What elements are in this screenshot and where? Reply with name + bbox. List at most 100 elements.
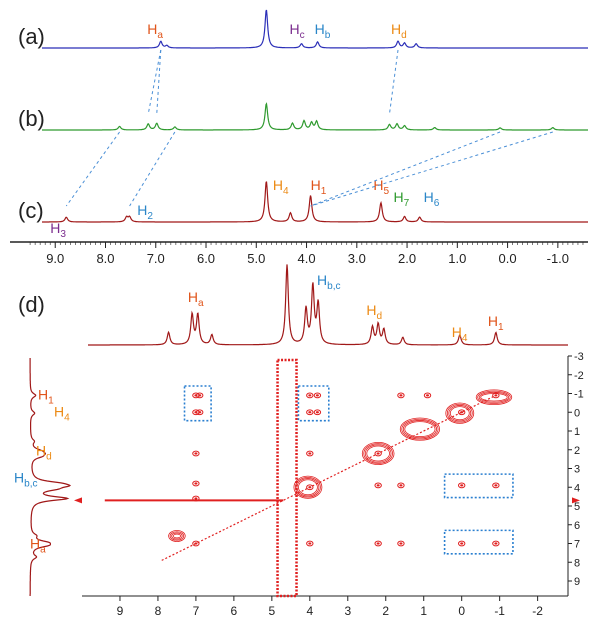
f2-tick-label: 9 bbox=[117, 604, 124, 618]
highlight-box bbox=[443, 473, 514, 499]
f1-tick-label: 3 bbox=[574, 464, 580, 476]
correlation-line bbox=[156, 49, 162, 115]
cross-peak-core bbox=[308, 411, 312, 414]
diagonal-contour bbox=[296, 478, 320, 497]
diagonal-contour bbox=[401, 418, 439, 440]
cross-peak bbox=[196, 409, 204, 416]
cross-peak bbox=[192, 480, 200, 487]
cross-peak bbox=[192, 495, 200, 502]
axis-tick-label: 8.0 bbox=[96, 251, 114, 266]
peak-label: H4 bbox=[273, 177, 289, 197]
projection-trace bbox=[88, 264, 568, 346]
cross-peak-core bbox=[376, 452, 380, 455]
f2-tick-label: 8 bbox=[155, 604, 162, 618]
cross-peak bbox=[374, 540, 382, 547]
cross-peak-core bbox=[198, 394, 202, 397]
diagonal-contour bbox=[475, 389, 513, 405]
spectrum-trace-2: (c)H3H2H4H1H5H7H6 bbox=[18, 177, 588, 240]
cross-peak-core bbox=[308, 486, 312, 489]
cross-peak bbox=[196, 392, 204, 399]
cross-peak bbox=[374, 482, 382, 489]
diagonal-contour bbox=[448, 405, 472, 422]
cross-peak bbox=[397, 482, 405, 489]
f1-tick-label: 5 bbox=[574, 501, 580, 513]
stacked-1h-nmr-spectra: (a)HaHcHbHd(b)(c)H3H2H4H1H5H7H69.08.07.0… bbox=[10, 9, 588, 266]
projection-label: Hd bbox=[366, 302, 382, 322]
axis-tick-label: 4.0 bbox=[298, 251, 316, 266]
cross-peak bbox=[306, 409, 314, 416]
cross-peak-core bbox=[308, 452, 312, 455]
cross-peak bbox=[423, 392, 432, 399]
diagonal-contour bbox=[478, 391, 510, 403]
correlation-line bbox=[310, 131, 501, 207]
trace-label: (b) bbox=[18, 106, 45, 131]
water-marker-left bbox=[74, 497, 82, 504]
cross-peak bbox=[306, 392, 314, 399]
diagonal-contour bbox=[449, 406, 470, 421]
peak-label: H2 bbox=[137, 202, 153, 222]
f1-tick-label: 9 bbox=[574, 576, 580, 588]
peak-label: Ha bbox=[147, 21, 163, 41]
peak-label: Hd bbox=[391, 21, 407, 41]
left-projection-trace bbox=[29, 358, 72, 596]
cross-peak-core bbox=[399, 394, 403, 397]
cross-peak bbox=[313, 392, 322, 399]
spectrum-trace-1: (b) bbox=[18, 102, 588, 131]
diagonal-contour bbox=[364, 444, 392, 463]
diagonal-contour bbox=[477, 390, 511, 404]
projection-label: Hb,c bbox=[317, 272, 341, 292]
cross-peak bbox=[397, 392, 405, 399]
trace-label: (c) bbox=[18, 198, 44, 223]
axis-tick-label: 5.0 bbox=[247, 251, 265, 266]
cross-peak bbox=[492, 482, 500, 489]
diagonal-contour bbox=[446, 403, 473, 423]
f2-tick-label: 6 bbox=[231, 604, 238, 618]
f2-tick-label: 2 bbox=[382, 604, 389, 618]
axis-tick-label: -1.0 bbox=[547, 251, 569, 266]
water-marker-right bbox=[572, 497, 580, 504]
left-projection-label: Ha bbox=[30, 535, 46, 555]
cross-peak bbox=[306, 484, 314, 491]
diagonal-contour bbox=[172, 533, 182, 539]
axis-tick-label: 9.0 bbox=[46, 251, 64, 266]
cross-peak-core bbox=[194, 452, 198, 455]
f1-tick-label: 1 bbox=[574, 426, 580, 438]
spectrum-trace-0: (a) Ha Hc Hb Hd bbox=[18, 9, 588, 49]
peak-label: H6 bbox=[424, 189, 440, 209]
top-projection: Ha Hb,c Hd H4 H1 bbox=[88, 264, 568, 346]
cross-peak-core bbox=[494, 394, 498, 397]
f2-tick-label: 3 bbox=[344, 604, 351, 618]
cross-peak bbox=[457, 409, 466, 416]
cross-peak bbox=[397, 540, 405, 547]
f1-tick-label: 7 bbox=[574, 539, 580, 551]
cross-peak bbox=[492, 392, 500, 399]
cross-peak-core bbox=[308, 542, 312, 545]
f1-tick-label: -3 bbox=[574, 351, 584, 363]
diagonal-contour bbox=[171, 532, 183, 540]
water-band bbox=[276, 358, 298, 598]
f2-tick-label: 0 bbox=[458, 604, 465, 618]
correlation-line bbox=[129, 131, 176, 207]
projection-label: Ha bbox=[188, 289, 204, 309]
peak-label: H3 bbox=[50, 220, 66, 240]
cross-peak-core bbox=[460, 411, 464, 414]
contour-layer bbox=[104, 358, 513, 598]
diagonal-contour bbox=[399, 417, 441, 441]
f1-tick-label: 0 bbox=[574, 407, 580, 419]
cross-peak-core bbox=[460, 484, 464, 487]
cross-peak-core bbox=[315, 411, 319, 414]
cross-peak bbox=[313, 409, 322, 416]
trace-line bbox=[42, 102, 588, 131]
peak-label: Hc bbox=[289, 21, 304, 41]
cross-peak bbox=[492, 540, 500, 547]
f1-tick-label: -1 bbox=[574, 389, 584, 401]
correlation-line bbox=[65, 131, 120, 207]
cross-peak bbox=[192, 450, 200, 457]
correlation-line bbox=[310, 131, 553, 207]
diagonal-contour bbox=[293, 475, 323, 499]
cross-peak bbox=[457, 482, 466, 489]
trace-label: (a) bbox=[18, 24, 45, 49]
left-projection-label: Hb,c bbox=[14, 469, 38, 489]
